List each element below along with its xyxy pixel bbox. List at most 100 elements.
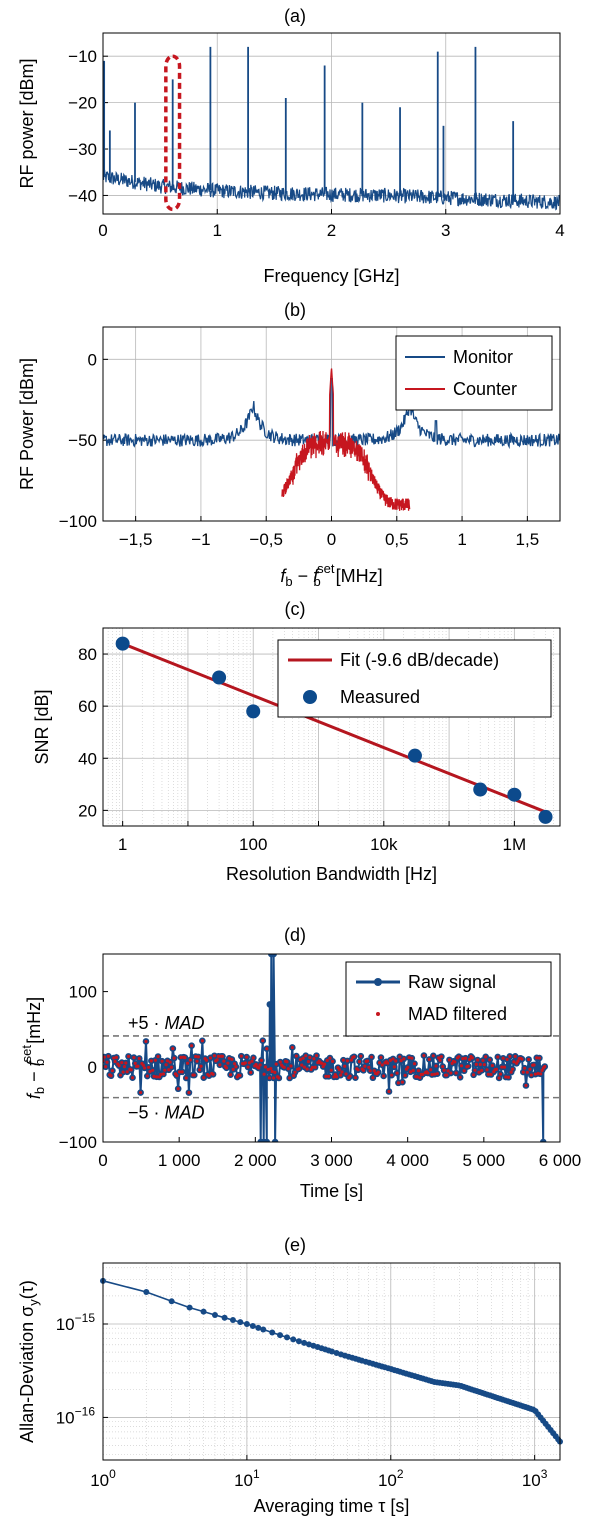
- mad-filtered-point: [486, 1072, 490, 1076]
- measured-point: [212, 670, 227, 685]
- measured-point: [407, 748, 422, 763]
- mad-filtered-point: [292, 1074, 296, 1078]
- mad-filtered-point: [138, 1090, 143, 1095]
- mad-filtered-point: [226, 1061, 230, 1065]
- y-tick-label: 10−15: [56, 1311, 96, 1334]
- mad-filtered-point: [390, 1073, 394, 1077]
- x-tick-label: 1: [457, 530, 466, 549]
- raw-signal-point: [266, 1001, 274, 1008]
- mad-filtered-point: [204, 1058, 208, 1062]
- mad-filtered-point: [278, 1060, 282, 1064]
- mad-filtered-point: [356, 1068, 360, 1072]
- y-tick-label: 80: [78, 645, 97, 664]
- allan-deviation-point: [211, 1311, 218, 1318]
- mad-filtered-point: [505, 1057, 509, 1062]
- mad-filtered-point: [169, 1065, 174, 1069]
- mad-filtered-point: [344, 1072, 348, 1076]
- mad-filtered-point: [160, 1059, 164, 1063]
- mad-filtered-point: [234, 1065, 238, 1069]
- mad-filtered-point: [516, 1059, 520, 1063]
- y-tick-label: −30: [68, 140, 97, 159]
- mad-filtered-point: [249, 1070, 253, 1075]
- mad-filtered-point: [322, 1062, 327, 1066]
- mad-filtered-point: [378, 1061, 382, 1065]
- mad-filtered-point: [529, 1073, 533, 1077]
- raw-signal-point: [271, 1138, 279, 1142]
- mad-filtered-point: [172, 1056, 176, 1060]
- allan-deviation-point: [168, 1298, 175, 1305]
- mad-filtered-point: [224, 1066, 229, 1070]
- mad-filtered-point: [243, 1061, 247, 1065]
- mad-filtered-point: [396, 1081, 401, 1085]
- mad-filtered-point: [227, 1056, 231, 1060]
- mad-filtered-point: [250, 1059, 254, 1063]
- mad-filtered-point: [153, 1058, 157, 1062]
- mad-filtered-point: [509, 1070, 513, 1074]
- raw-signal-point: [270, 954, 277, 958]
- mad-filtered-point: [533, 1072, 537, 1076]
- x-tick-label: −0,5: [249, 530, 283, 549]
- mad-filtered-point: [500, 1065, 504, 1069]
- mad-filtered-point: [388, 1058, 392, 1062]
- y-tick-label: 10−16: [56, 1404, 96, 1427]
- mad-filtered-point: [130, 1076, 135, 1080]
- y-tick-label: 100: [69, 983, 97, 1002]
- measured-point: [507, 787, 522, 802]
- allan-deviation-point: [301, 1339, 308, 1346]
- mad-filtered-point: [537, 1056, 541, 1060]
- allan-deviation-point: [283, 1334, 290, 1341]
- mad-filtered-point: [427, 1057, 431, 1062]
- x-tick-label: 1,5: [516, 530, 540, 549]
- legend-box: [277, 639, 552, 718]
- chart-b: (b) −1,5 −1 −0,5 0 0,5 1 1,5 −100 −50 0 Monitor Coun…: [17, 300, 561, 589]
- raw-signal-point: [539, 1138, 547, 1142]
- x-tick-label: 1M: [503, 835, 527, 854]
- mad-filtered-point: [539, 1072, 543, 1076]
- mad-filtered-point: [110, 1069, 114, 1073]
- mad-filtered-point: [481, 1058, 485, 1062]
- mad-filtered-point: [312, 1057, 316, 1061]
- mad-filtered-point: [118, 1073, 123, 1077]
- mad-filtered-point: [426, 1071, 430, 1075]
- y-tick-label: 0: [88, 350, 97, 369]
- x-tick-label: 4: [555, 221, 564, 240]
- legend-label-counter: Counter: [453, 379, 517, 399]
- plot-frame: [102, 953, 561, 1143]
- mad-filtered-point: [418, 1076, 422, 1080]
- mad-filtered-point: [148, 1069, 152, 1074]
- mad-filtered-point: [202, 1076, 206, 1080]
- mad-filtered-point: [359, 1054, 363, 1058]
- mad-filtered-point: [528, 1067, 532, 1071]
- x-tick-label: 6 000: [539, 1151, 582, 1170]
- x-axis-label: Averaging time τ [s]: [254, 1496, 410, 1516]
- mad-filtered-point: [458, 1075, 462, 1079]
- mad-filtered-point: [151, 1068, 155, 1072]
- mad-filtered-point: [314, 1054, 319, 1058]
- chart-b-title: (b): [284, 300, 306, 320]
- legend-label-raw: Raw signal: [408, 972, 496, 992]
- chart-c: (c) 1 100 10k 1M 20 40 60 80 Fit (-9.6 dB/decade)…: [32, 599, 561, 884]
- mad-filtered-point: [394, 1059, 398, 1063]
- mad-filtered-point: [286, 1067, 290, 1071]
- x-tick-label: 0: [98, 221, 107, 240]
- mad-filtered-point: [183, 1055, 187, 1060]
- mad-filtered-point: [329, 1068, 333, 1072]
- chart-a: (a) 0 1 2 3 4 −40 −30 −20 −10 Frequency [GHz] RF po…: [17, 6, 565, 286]
- mad-filtered-point: [164, 1063, 168, 1067]
- allan-deviation-point: [295, 1338, 302, 1345]
- y-axis-label: fb − fsetb [mHz]: [19, 997, 47, 1099]
- plot-frame: [102, 1262, 561, 1461]
- mad-filtered-point: [163, 1068, 167, 1072]
- mad-filtered-point: [430, 1072, 434, 1077]
- mad-filtered-point: [508, 1054, 512, 1058]
- allan-deviation-point: [200, 1308, 207, 1315]
- mad-filtered-point: [136, 1064, 140, 1068]
- mad-filtered-point: [416, 1069, 421, 1073]
- mad-filtered-point: [467, 1057, 472, 1062]
- mad-filtered-point: [114, 1055, 119, 1059]
- mad-filtered-point: [536, 1071, 540, 1076]
- mad-filtered-point: [171, 1046, 175, 1051]
- mad-filtered-point: [376, 1070, 380, 1074]
- mad-filtered-point: [168, 1060, 172, 1064]
- measured-point: [538, 809, 553, 824]
